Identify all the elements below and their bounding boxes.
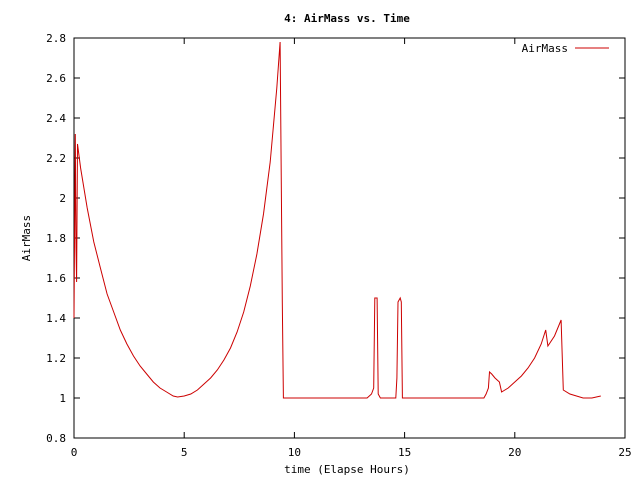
x-axis-label: time (Elapse Hours)	[284, 463, 410, 476]
y-tick-label: 2.6	[46, 72, 66, 85]
x-axis: 0 5 10 15 20 25	[71, 38, 632, 459]
y-tick-label: 2.8	[46, 32, 66, 45]
y-axis: 0.8 1 1.2 1.4 1.6 1.8 2 2.2 2.4 2.6 2.8	[46, 32, 625, 445]
plot-frame	[73, 37, 626, 439]
x-tick-label: 5	[181, 446, 188, 459]
y-tick-label: 1	[59, 392, 66, 405]
y-tick-label: 2.2	[46, 152, 66, 165]
y-axis-label: AirMass	[20, 215, 33, 261]
y-tick-label: 1.4	[46, 312, 66, 325]
x-tick-label: 10	[288, 446, 301, 459]
x-tick-label: 20	[508, 446, 521, 459]
x-tick-label: 25	[618, 446, 631, 459]
y-tick-label: 2.4	[46, 112, 66, 125]
y-tick-label: 1.6	[46, 272, 66, 285]
legend-label: AirMass	[522, 42, 568, 55]
y-tick-label: 2	[59, 192, 66, 205]
y-tick-label: 1.2	[46, 352, 66, 365]
x-tick-label: 15	[398, 446, 411, 459]
y-tick-label: 0.8	[46, 432, 66, 445]
airmass-series-line	[73, 41, 601, 399]
y-tick-label: 1.8	[46, 232, 66, 245]
x-tick-label: 0	[71, 446, 78, 459]
chart-title: 4: AirMass vs. Time	[284, 12, 410, 25]
legend: AirMass	[522, 42, 609, 55]
